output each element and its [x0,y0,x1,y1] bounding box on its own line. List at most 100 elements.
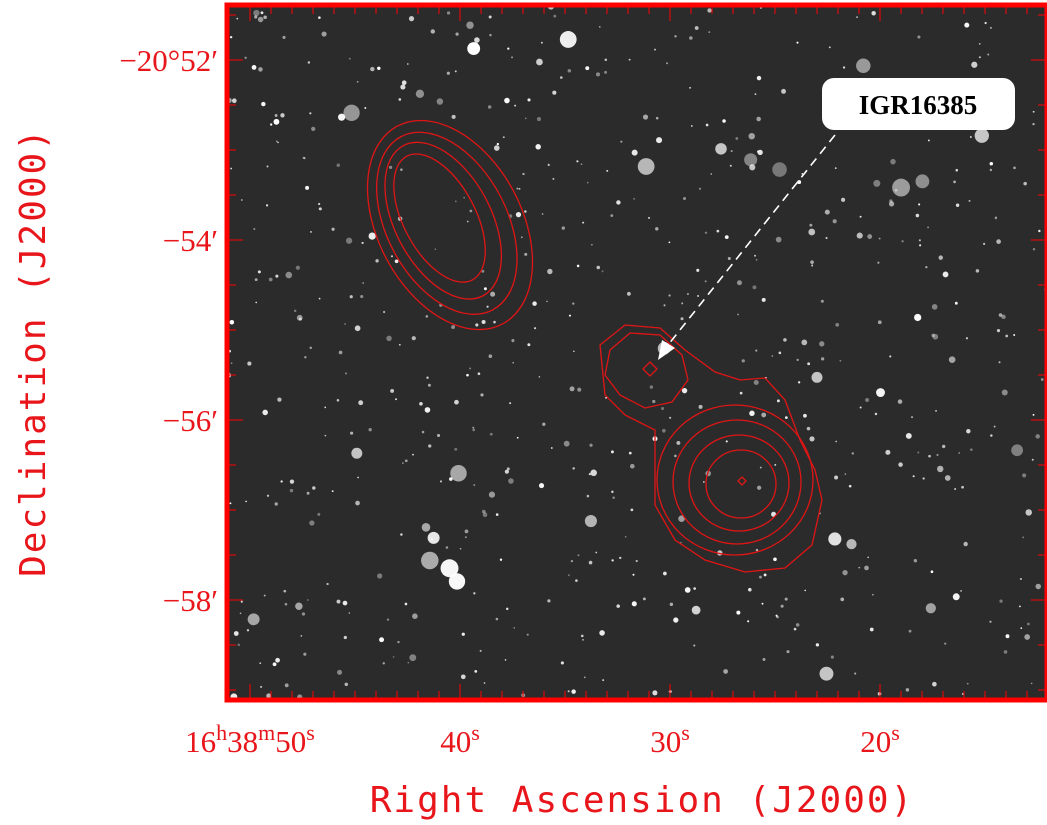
star [317,513,320,516]
star [994,426,996,428]
star [589,561,593,565]
star [663,572,667,576]
star [731,150,733,152]
star [705,280,707,282]
star [241,199,243,201]
star [801,340,807,346]
star [290,479,294,483]
star [416,90,424,98]
page: −20°52′−54′−56′−58′16h38m50s40s30s20s IG… [0,0,1047,825]
star [303,653,306,656]
star [913,475,915,477]
star [389,166,392,169]
star [355,325,361,331]
star [749,411,754,416]
star [326,583,328,585]
star [300,635,302,637]
star [1013,167,1016,170]
star [590,469,597,476]
star [839,360,841,362]
star [400,168,403,171]
star [666,62,668,64]
star [535,144,540,149]
star [362,242,364,244]
star [1005,335,1008,338]
star [568,574,570,576]
star [755,349,757,351]
star [705,232,707,234]
star [564,441,570,447]
star [399,98,402,101]
star [542,213,544,215]
star [999,361,1001,363]
star [1033,248,1035,250]
star [255,278,258,281]
star [999,313,1003,317]
y-tick-label: −56′ [163,403,218,438]
star [267,495,269,497]
star [932,304,938,310]
star [670,603,673,606]
star [487,306,489,308]
star [1026,509,1032,515]
star [283,590,286,593]
star [840,598,844,602]
star [616,604,620,608]
star [467,42,480,55]
star [898,399,903,404]
star [472,429,475,432]
star [395,398,397,400]
star [879,238,881,240]
star [462,633,465,636]
star [397,641,399,643]
star [269,278,273,282]
star [611,450,614,453]
star [480,393,483,396]
star [234,631,239,636]
star [282,36,285,39]
star [428,384,431,387]
tick-number: 40 [440,724,471,759]
tick-unit: m [258,720,275,745]
star [890,159,896,165]
star [247,629,249,631]
star [512,362,514,364]
star [597,266,600,269]
star [261,102,265,106]
star [360,295,363,298]
star [517,437,519,439]
star [638,158,655,175]
star [926,603,936,613]
star [386,336,391,341]
star [630,464,635,469]
star [999,599,1002,602]
star [236,18,238,20]
star [811,264,813,266]
star [400,533,402,535]
star [230,320,235,325]
star [527,98,530,101]
star [885,450,890,455]
star [407,63,409,65]
star [901,240,903,242]
star [455,200,457,202]
star [500,559,502,561]
star [339,351,343,355]
star [803,414,807,418]
star [275,658,280,663]
star [928,455,931,458]
star [350,295,353,298]
star [248,613,260,625]
star [344,323,346,325]
star [560,31,577,48]
star [779,352,782,355]
star [997,329,1000,332]
star [846,539,856,549]
star [1035,434,1040,439]
star [285,603,288,606]
star [405,603,408,606]
star [648,217,650,219]
star [337,670,342,675]
star [996,239,1001,244]
star [777,399,780,402]
